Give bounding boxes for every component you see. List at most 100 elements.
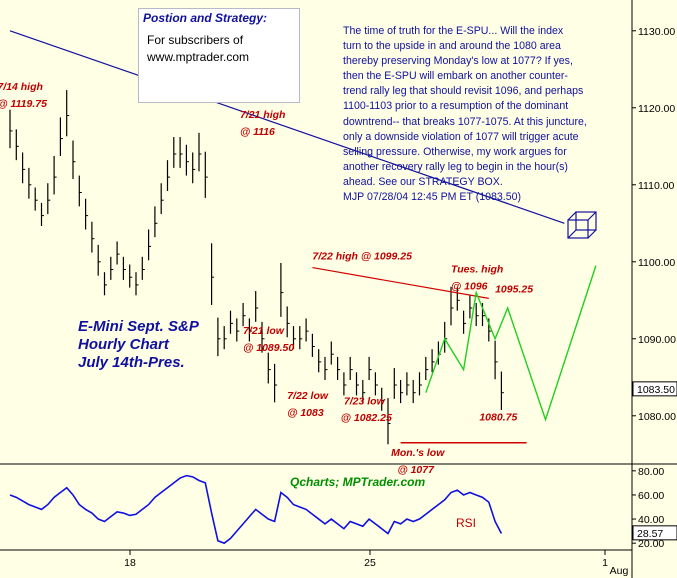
price-bar: [418, 372, 422, 396]
price-bar: [122, 256, 126, 280]
price-annotation: @ 1082.25: [341, 412, 392, 424]
price-bar: [299, 326, 303, 350]
price-bar: [450, 286, 454, 326]
price-bar: [129, 264, 133, 288]
strategy-line-1: For subscribers of: [147, 33, 244, 47]
price-bar: [148, 229, 152, 261]
price-bar: [72, 140, 76, 180]
price-bar: [463, 310, 467, 334]
price-bar: [53, 155, 57, 195]
price-bar: [374, 372, 378, 396]
price-annotation: @ 1077: [397, 464, 435, 476]
cube-icon: [567, 211, 597, 239]
projection-path: [425, 265, 597, 422]
price-annotation: 7/22 high @ 1099.25: [312, 250, 412, 262]
rsi-y-tick-label: 40.00: [638, 514, 664, 526]
strategy-title: Postion and Strategy:: [143, 11, 268, 25]
price-annotation: 7/23 low: [344, 395, 386, 407]
rsi-y-tick-label: 20.00: [638, 538, 664, 550]
price-bar: [494, 340, 498, 380]
price-bar: [274, 363, 278, 403]
brand-label: Qcharts; MPTrader.com: [290, 475, 425, 489]
strategy-body: For subscribers of www.mptrader.com: [147, 32, 249, 66]
price-bar: [34, 187, 38, 211]
price-annotation: 7/22 low: [287, 390, 329, 402]
y-tick-label: 1100.00: [638, 257, 675, 269]
price-bar: [9, 109, 13, 149]
rsi-last-tag: [632, 525, 677, 541]
price-bar: [324, 356, 328, 380]
price-bar: [66, 90, 70, 137]
price-bar: [198, 132, 202, 172]
chart-label: E-Mini Sept. S&P Hourly Chart July 14th-…: [78, 318, 199, 371]
price-bar: [217, 317, 221, 357]
price-annotation: 1080.75: [479, 411, 517, 423]
price-bar: [406, 372, 410, 396]
y-tick-label: 1080.00: [638, 411, 676, 423]
price-bar: [393, 368, 397, 399]
price-annotation: Tues. high: [451, 264, 503, 276]
price-bar: [160, 183, 164, 215]
price-bar: [261, 321, 265, 353]
price-bar: [154, 206, 158, 238]
price-annotation: 1095.25: [495, 284, 533, 296]
price-annotation: @ 1096: [451, 281, 488, 293]
resistance-line: [312, 266, 489, 299]
y-tick-label: 1110.00: [638, 180, 675, 192]
x-tick-label: 1: [602, 557, 608, 569]
y-tick-label: 1120.00: [638, 103, 675, 115]
price-bar: [337, 356, 341, 380]
price-bar: [229, 310, 233, 334]
price-bar: [400, 379, 404, 404]
price-bar: [22, 152, 26, 184]
price-bar: [500, 371, 504, 411]
strategy-box: Postion and Strategy: For subscribers of…: [138, 8, 300, 103]
price-bar: [84, 198, 89, 230]
price-annotation: @ 1089.50: [243, 342, 294, 354]
price-bar: [444, 321, 448, 353]
price-bar: [179, 137, 183, 168]
price-bar: [28, 167, 32, 199]
price-bar: [311, 333, 315, 357]
price-bar: [469, 295, 473, 319]
price-bar: [280, 262, 284, 317]
price-bar: [330, 341, 334, 365]
last-price-label: 1083.50: [637, 384, 675, 396]
y-tick-label: 1090.00: [638, 334, 676, 346]
price-bar: [211, 243, 215, 305]
price-bar: [286, 306, 290, 338]
y-tick-label: 1130.00: [638, 26, 675, 38]
price-bar: [110, 256, 114, 280]
price-bar: [248, 318, 252, 342]
rsi-y-tick-label: 60.00: [638, 490, 664, 502]
rsi-label: RSI: [456, 516, 476, 530]
price-bar: [141, 256, 145, 280]
price-bar: [78, 175, 82, 207]
price-bar: [255, 291, 259, 322]
price-bar: [412, 379, 416, 404]
price-bar: [381, 387, 385, 411]
price-bar: [91, 221, 95, 253]
commentary-text: The time of truth for the E-SPU... Will …: [343, 25, 587, 204]
price-bar: [387, 398, 391, 445]
price-bar: [355, 372, 359, 396]
price-bar: [362, 379, 366, 404]
price-annotation: 7/21 low: [243, 325, 285, 337]
price-bar: [318, 349, 322, 373]
strategy-link[interactable]: www.mptrader.com: [147, 50, 250, 64]
price-bar: [267, 352, 271, 384]
price-annotation: @ 1083: [287, 407, 324, 419]
price-bar: [97, 244, 101, 276]
price-bar: [343, 372, 347, 396]
price-bar: [135, 272, 139, 296]
price-bar: [236, 318, 240, 342]
price-bar: [204, 151, 208, 198]
price-annotation: 7/21 high: [240, 109, 286, 121]
rsi-line: [9, 474, 503, 545]
x-tick-label: 18: [124, 557, 136, 569]
price-bar: [431, 349, 435, 373]
price-annotation: Mon.'s low: [391, 447, 445, 459]
price-bar: [305, 318, 309, 342]
price-bar: [103, 272, 107, 296]
